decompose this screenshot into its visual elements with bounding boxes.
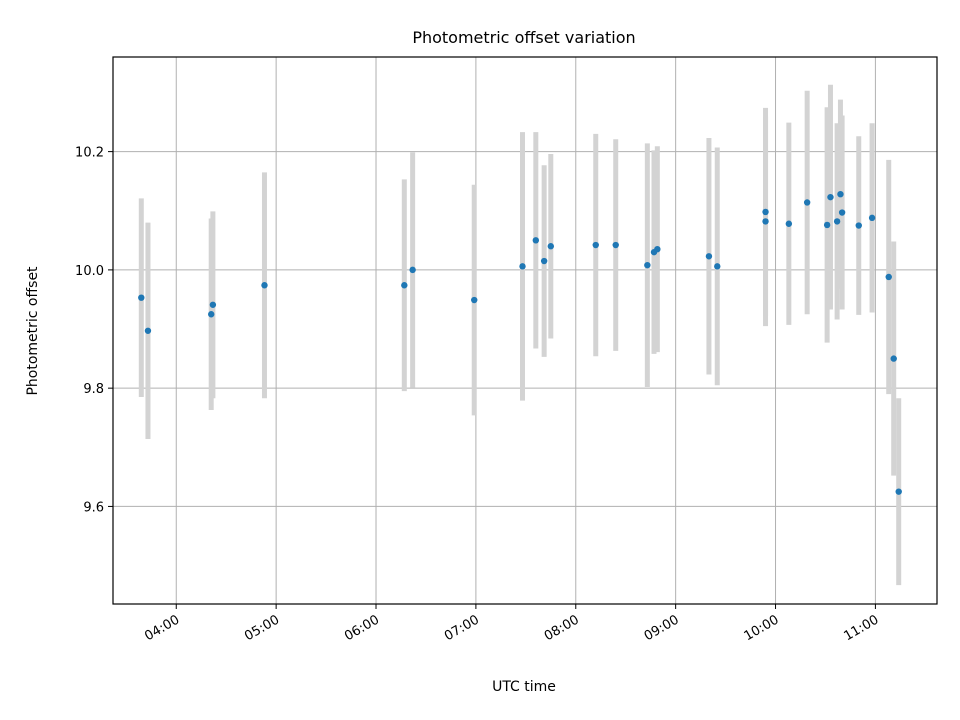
data-point [833, 218, 841, 225]
data-point [592, 241, 599, 249]
data-point [471, 296, 478, 304]
data-point [519, 263, 526, 270]
data-point [868, 214, 876, 222]
data-point [540, 257, 548, 265]
data-point [705, 253, 713, 260]
data-point [837, 190, 844, 198]
data-point [138, 294, 145, 301]
data-point [827, 193, 834, 201]
data-point [261, 282, 268, 289]
data-point [644, 261, 651, 269]
y-tick-label: 9.6 [83, 500, 104, 515]
x-axis-label: UTC time [492, 679, 556, 695]
data-point [855, 222, 862, 229]
data-point [803, 199, 811, 206]
data-point [612, 241, 619, 249]
x-tick-label: 10:00 [742, 612, 782, 644]
x-tick-label: 09:00 [642, 612, 682, 644]
plot-frame [112, 56, 938, 605]
data-point [714, 263, 721, 270]
data-point [144, 327, 152, 334]
data-point [823, 221, 831, 229]
y-tick-label: 9.8 [83, 382, 104, 397]
y-tick-label: 10.2 [75, 146, 104, 161]
data-points [138, 190, 902, 495]
y-tick-label: 10.0 [75, 264, 104, 279]
data-point [208, 311, 215, 318]
x-tick-label: 11:00 [841, 612, 881, 644]
data-point [785, 220, 793, 227]
x-tick-label: 05:00 [242, 612, 282, 644]
data-point [762, 208, 769, 216]
y-axis-label: Photometric offset [25, 266, 41, 396]
chart-title: Photometric offset variation [412, 28, 635, 47]
data-point [895, 488, 902, 495]
data-point [209, 301, 217, 308]
data-point [547, 243, 555, 250]
x-tick-label: 04:00 [142, 612, 182, 644]
data-point [838, 209, 846, 216]
error-bars [138, 84, 902, 586]
data-point [401, 282, 408, 289]
data-point [890, 355, 897, 362]
data-point [885, 273, 892, 281]
data-point [654, 245, 661, 253]
x-axis-ticks: 04:00 05:00 06:00 07:00 08:00 09:00 10:00 11:00 [142, 604, 881, 644]
data-point [409, 266, 416, 274]
y-axis-ticks: 9.6 9.8 10.0 10.2 [75, 146, 113, 515]
data-point [532, 237, 540, 244]
x-tick-label: 08:00 [542, 612, 582, 644]
data-point [762, 218, 769, 225]
x-tick-label: 06:00 [342, 612, 382, 644]
x-tick-label: 07:00 [442, 612, 482, 644]
grid [113, 57, 937, 604]
